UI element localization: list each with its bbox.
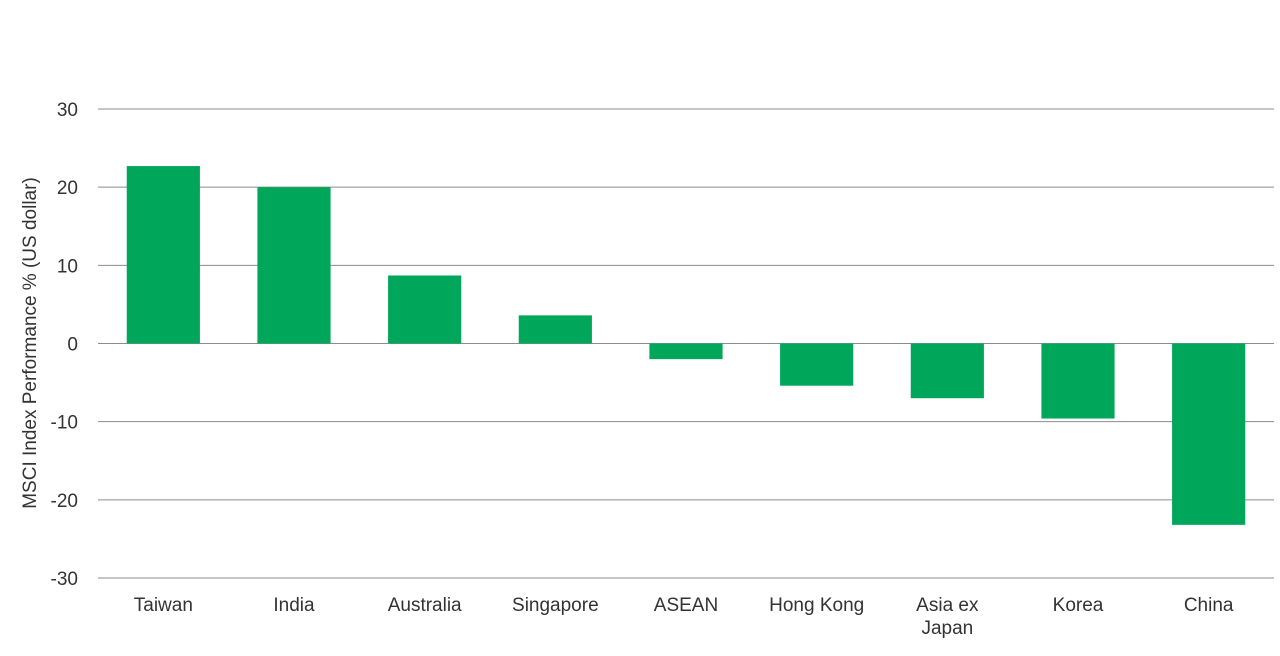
bars: [126, 166, 1246, 525]
bar: [649, 343, 723, 360]
x-category-label: China: [1184, 595, 1234, 616]
bar: [910, 343, 984, 399]
x-category-label: Singapore: [512, 595, 599, 616]
y-axis-title: MSCI Index Performance % (US dollar): [20, 177, 41, 509]
x-category-label: India: [273, 595, 315, 616]
bar: [518, 315, 592, 344]
bar: [126, 166, 200, 344]
bar: [1041, 343, 1115, 419]
x-category-label: ASEAN: [654, 595, 718, 616]
y-axis-ticks: 30 20 10 0 -10 -20 -30: [51, 100, 78, 590]
y-tick-label: -30: [51, 569, 78, 590]
y-tick-label: 20: [57, 178, 78, 199]
bar: [257, 187, 331, 344]
x-category-label: Asia ex Japan: [916, 595, 979, 639]
x-category-label: Hong Kong: [769, 595, 864, 616]
y-tick-label: -10: [51, 413, 78, 434]
bar: [1172, 343, 1246, 525]
y-tick-label: -20: [51, 491, 78, 512]
y-tick-label: 0: [67, 335, 78, 356]
x-category-label: Taiwan: [134, 595, 193, 616]
x-axis-labels: Taiwan India Australia Singapore ASEAN Hong K…: [134, 595, 1234, 639]
x-category-label: Australia: [388, 595, 462, 616]
y-tick-label: 10: [57, 256, 78, 277]
bar: [780, 343, 854, 386]
y-tick-label: 30: [57, 100, 78, 121]
x-category-label: Korea: [1053, 595, 1104, 616]
bar: [388, 275, 462, 344]
